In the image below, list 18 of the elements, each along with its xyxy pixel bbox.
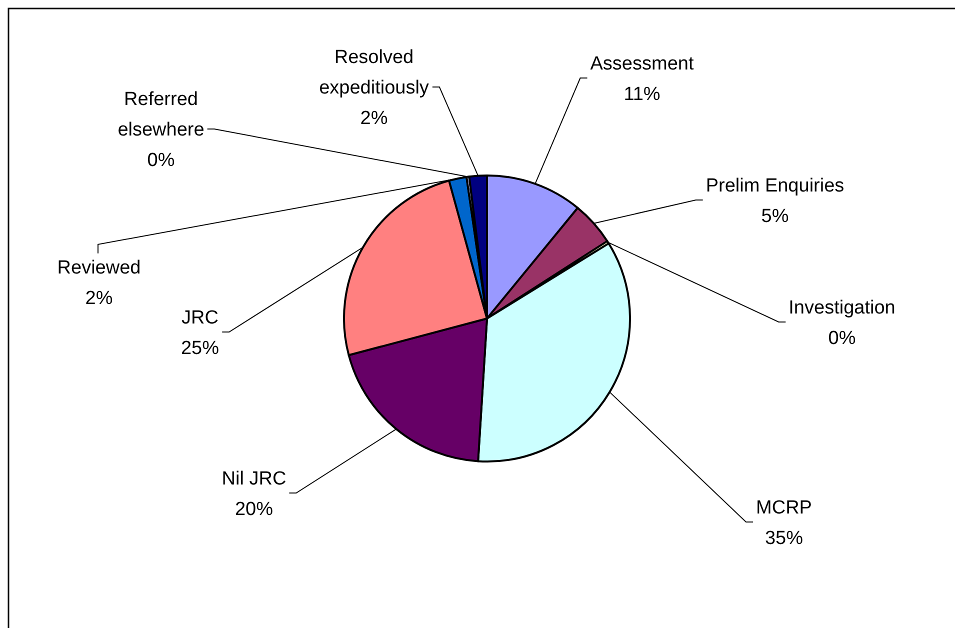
data-label: 35% — [764, 528, 804, 549]
slice-label: Assessment — [590, 53, 694, 74]
slice-label: Investigation — [788, 297, 896, 318]
slice-label: JRC — [182, 307, 218, 328]
slice-label: Referred elsewhere — [118, 89, 204, 141]
slice-label: MCRP — [756, 497, 812, 518]
data-label: 0% — [828, 328, 856, 349]
slice-label: Resolved expeditiously — [319, 47, 430, 99]
data-label: 20% — [234, 498, 274, 520]
slice-label: Reviewed — [57, 257, 141, 278]
data-label: 2% — [85, 288, 113, 309]
slice-label: Nil JRC — [222, 468, 286, 490]
data-label: 11% — [624, 84, 660, 105]
slice-label: Prelim Enquiries — [706, 175, 844, 196]
data-label: 2% — [360, 108, 388, 130]
data-label: 5% — [761, 206, 789, 227]
data-label: 25% — [180, 338, 220, 359]
data-label: 0% — [147, 150, 175, 172]
